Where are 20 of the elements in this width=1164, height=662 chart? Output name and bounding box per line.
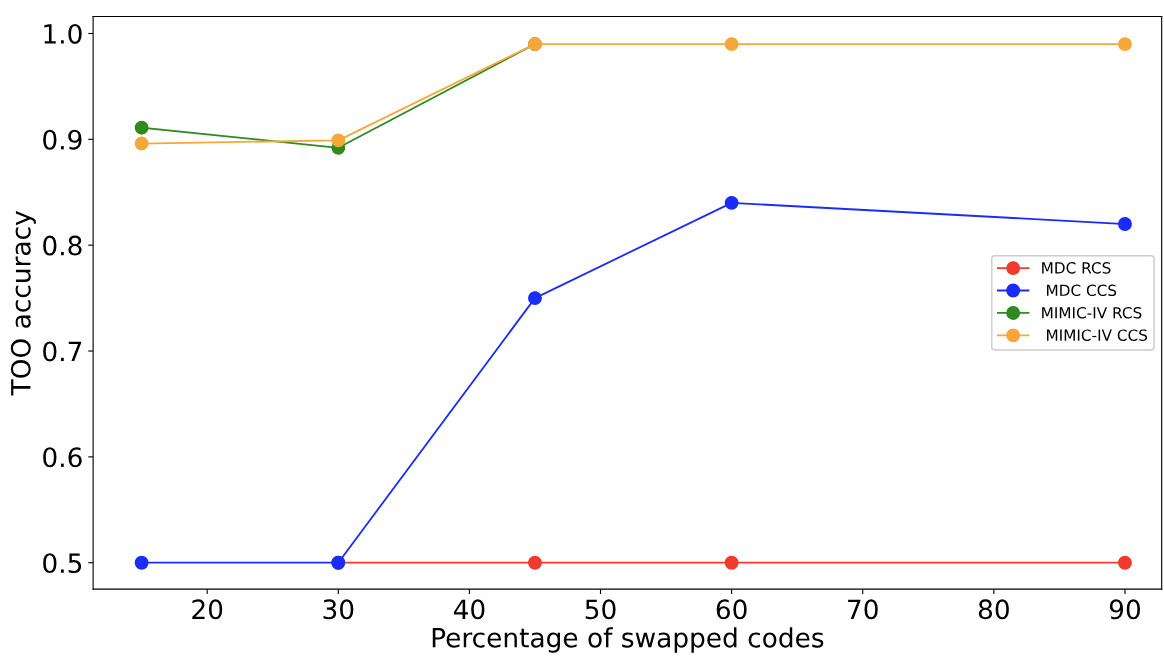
x-tick-label: 90 [1109, 599, 1140, 620]
x-tick-label: 60 [716, 599, 747, 620]
legend-label: MIMIC-IV RCS [1042, 306, 1142, 319]
x-axis-title: Percentage of swapped codes [432, 627, 824, 653]
x-tick-label: 50 [585, 599, 616, 620]
y-axis-title: TOO accuracy [10, 211, 36, 396]
y-tick-label: 0.7 [43, 341, 82, 362]
legend-label: MDC RCS [1042, 262, 1111, 274]
x-tick-label: 30 [323, 599, 354, 620]
x-tick-label: 20 [192, 599, 223, 620]
y-tick-label: 0.6 [43, 447, 82, 468]
legend-label: MDC CCS [1047, 284, 1117, 297]
legend-label: MIMIC-IV CCS [1047, 329, 1148, 341]
x-tick-label: 80 [978, 599, 1009, 620]
y-tick-label: 0.5 [43, 553, 82, 574]
y-tick-label: 1.0 [44, 23, 82, 44]
y-tick-label: 0.8 [43, 235, 82, 256]
x-tick-label: 40 [453, 599, 485, 620]
x-tick-label: 70 [848, 599, 878, 620]
y-tick-label: 0.9 [43, 129, 82, 150]
